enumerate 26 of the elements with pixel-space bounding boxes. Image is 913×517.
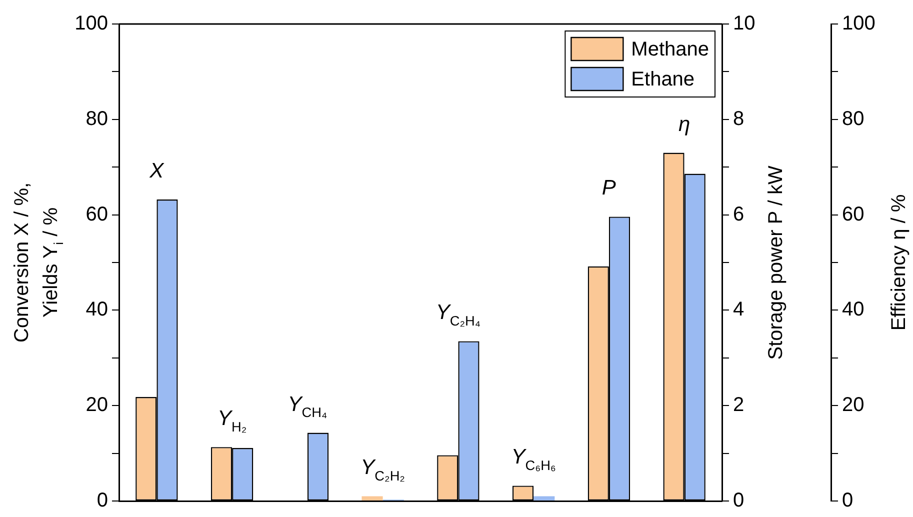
y2-tick-label: 0: [733, 490, 744, 512]
y2-tick-label: 10: [733, 12, 756, 35]
y-tick-label: 20: [86, 394, 108, 416]
annotation: P: [602, 176, 616, 200]
y2-tick-label: 6: [733, 203, 744, 226]
y2-tick-label: 4: [733, 298, 744, 321]
legend-label: Ethane: [631, 68, 695, 91]
y3-tick-label: 80: [842, 108, 864, 130]
y-tick-label: 80: [86, 108, 108, 130]
y3-tick-label: 100: [842, 12, 876, 35]
y-tick-label: 0: [96, 490, 108, 512]
y3-axis-title: Efficiency η / %: [888, 194, 910, 331]
annotation: X: [148, 160, 165, 183]
y-axis-title: Conversion X / %, Yields Yi / %: [11, 182, 66, 343]
y-tick-label: 40: [86, 298, 108, 321]
legend-label: Methane: [631, 38, 710, 61]
y3-tick-label: 20: [842, 394, 864, 416]
y3-tick-label: 0: [842, 490, 854, 512]
y3-tick-label: 40: [842, 298, 864, 321]
y2-tick-label: 2: [733, 394, 744, 416]
y3-tick-label: 60: [842, 203, 864, 226]
y-tick-label: 100: [74, 12, 108, 35]
annotation: η: [678, 112, 690, 136]
y2-axis-title: Storage power P / kW: [765, 165, 787, 360]
y-tick-label: 60: [86, 203, 108, 226]
y2-tick-label: 8: [733, 108, 744, 130]
